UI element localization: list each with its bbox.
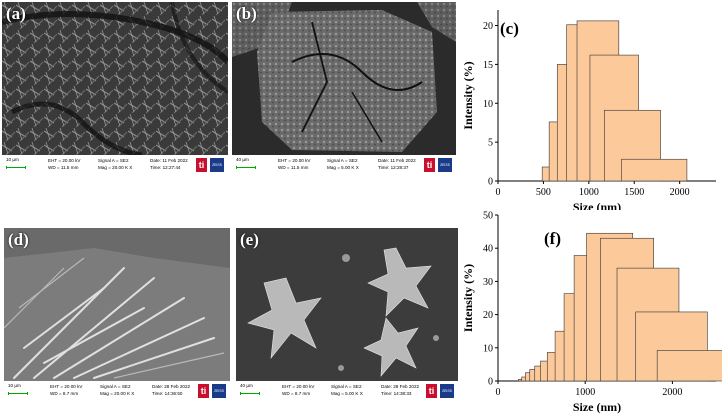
scale-label-d: 10 µm [8, 383, 21, 388]
y-tick-label-f: 50 [483, 211, 493, 222]
panel-label-c: (c) [500, 19, 519, 38]
y-axis-label-c: Intensity (%) [461, 61, 475, 129]
x-axis-label-f: Size (nm) [573, 400, 621, 414]
bar-f-14 [656, 350, 722, 382]
y-tick-label-c: 5 [488, 138, 493, 149]
zeiss-logo-b: ZEISS [438, 158, 452, 172]
sem-info-strip-e: 40 µm EHT = 20.00 kV WD = 8.7 mm Signal … [236, 381, 458, 401]
signal-b: Signal A = SE2 [327, 158, 358, 163]
size-distribution-chart-c: 0 5 10 15 20 0 500 1000 1500 2000 Size (nm) Intensi… [461, 10, 716, 210]
y-tick-label-f: 30 [483, 277, 493, 288]
ti-logo-e: ti [426, 384, 437, 398]
x-tick-label-c: 1500 [624, 187, 644, 198]
zeiss-logo-a: ZEISS [210, 158, 224, 172]
sem-info-strip-b: 40 µm EHT = 20.00 kV WD = 11.5 mm Signal… [232, 155, 456, 175]
time-d: Time: 14:36:50 [152, 391, 183, 396]
signal-d: Signal A = SE2 [100, 384, 131, 389]
sem-info-strip-a: 10 µm EHT = 20.00 kV WD = 11.5 mm Signal… [2, 155, 228, 175]
panel-label-d: (d) [8, 230, 29, 249]
sem-image-d [4, 228, 230, 381]
zeiss-logo-e: ZEISS [440, 384, 454, 398]
x-tick-label-c: 2000 [670, 187, 690, 198]
wd-d: WD = 8.7 mm [50, 391, 79, 396]
y-tick-label-c: 20 [483, 21, 493, 32]
date-b: Date: 11 Feb 2022 [378, 158, 416, 163]
scale-label-b: 40 µm [236, 157, 249, 162]
sem-panel-d: (d) 10 µm EHT = 20.00 kV WD = 8.7 mm Sig… [4, 228, 230, 401]
eht-b: EHT = 20.00 kV [278, 158, 311, 163]
sem-panel-b: (b) 40 µm EHT = 20.00 kV WD = 11.5 mm Si… [232, 2, 456, 175]
sem-panel-e: (e) 40 µm EHT = 20.00 kV WD = 8.7 mm Sig… [236, 228, 458, 401]
panel-label-a: (a) [6, 4, 26, 23]
y-tick-label-f: 0 [488, 377, 493, 388]
y-tick-label-c: 0 [488, 177, 493, 188]
x-tick-label-f: 2000 [662, 387, 682, 398]
panel-label-e: (e) [240, 230, 259, 249]
signal-e: Signal A = SE2 [331, 384, 362, 389]
scale-bar-b [236, 166, 256, 169]
eht-a: EHT = 20.00 kV [48, 158, 81, 163]
mag-e: Mag = 5.00 K X [331, 391, 363, 396]
eht-e: EHT = 20.00 kV [282, 384, 315, 389]
wd-a: WD = 11.5 mm [48, 165, 79, 170]
scale-label-a: 10 µm [6, 157, 19, 162]
sem-image-a [2, 2, 228, 155]
x-tick-label-f: 0 [496, 387, 501, 398]
bar-c-7 [621, 158, 688, 182]
mag-d: Mag = 20.00 K X [100, 391, 135, 396]
y-tick-label-f: 40 [483, 244, 493, 255]
x-tick-label-c: 500 [536, 187, 551, 198]
y-tick-label-c: 15 [483, 60, 493, 71]
scale-label-e: 40 µm [240, 383, 253, 388]
scale-bar-e [240, 392, 260, 395]
panel-label-b: (b) [236, 4, 257, 23]
signal-a: Signal A = SE2 [98, 158, 129, 163]
mag-a: Mag = 20.00 K X [98, 165, 133, 170]
x-axis-label-c: Size (nm) [573, 200, 621, 210]
x-tick-label-c: 1000 [579, 187, 599, 198]
wd-e: WD = 8.7 mm [282, 391, 311, 396]
time-e: Time: 14:38:33 [381, 391, 412, 396]
y-tick-label-f: 20 [483, 310, 493, 321]
x-tick-label-c: 0 [496, 187, 501, 198]
scale-bar-a [6, 166, 26, 169]
sem-panel-a: (a) 10 µm EHT = 20.00 kV WD = 11.5 mm Si… [2, 2, 228, 175]
y-tick-label-f: 10 [483, 343, 493, 354]
ti-logo-a: ti [196, 158, 207, 172]
eht-d: EHT = 20.00 kV [50, 384, 83, 389]
wd-b: WD = 11.5 mm [278, 165, 309, 170]
scale-bar-d [8, 392, 28, 395]
y-axis-label-f: Intensity (%) [461, 264, 475, 332]
zeiss-logo-d: ZEISS [212, 384, 226, 398]
y-tick-label-c: 10 [483, 99, 493, 110]
ti-logo-d: ti [198, 384, 209, 398]
date-d: Date: 28 Feb 2022 [152, 384, 191, 389]
ti-logo-b: ti [424, 158, 435, 172]
time-b: Time: 12:28:37 [378, 165, 409, 170]
time-a: Time: 12:27:44 [150, 165, 181, 170]
panel-label-f: (f) [544, 229, 561, 248]
sem-image-e [236, 228, 458, 381]
size-distribution-chart-f: 0 10 20 30 40 50 0 1000 2000 Size (nm) Intensity (… [461, 211, 722, 414]
date-a: Date: 11 Feb 2022 [150, 158, 188, 163]
sem-info-strip-d: 10 µm EHT = 20.00 kV WD = 8.7 mm Signal … [4, 381, 230, 401]
sem-image-b [232, 2, 456, 155]
date-e: Date: 28 Feb 2022 [381, 384, 420, 389]
mag-b: Mag = 5.00 K X [327, 165, 359, 170]
x-tick-label-f: 1000 [575, 387, 595, 398]
